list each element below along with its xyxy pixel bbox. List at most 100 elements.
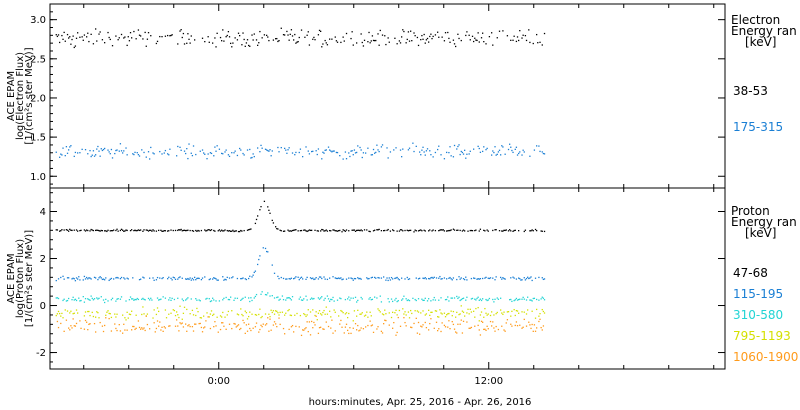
data-point [299,148,302,150]
data-point [298,151,300,154]
data-point [80,299,82,302]
data-point [168,276,170,278]
data-point [443,324,446,327]
data-point [258,258,260,261]
data-point [503,229,505,232]
data-point [434,151,437,154]
data-point [288,230,290,232]
data-point [225,328,227,330]
data-point [381,332,384,334]
data-point [291,324,294,327]
data-point [73,299,75,301]
data-point [376,144,378,146]
data-point [324,297,326,300]
data-point [352,297,354,299]
data-point [161,35,163,38]
data-point [99,276,101,278]
data-point [73,155,75,158]
data-point [191,326,194,328]
data-point [239,34,241,37]
data-point [144,31,146,34]
data-point [502,146,504,148]
data-point [194,323,196,325]
data-point [433,296,435,299]
data-point [298,279,300,281]
data-point [57,297,60,300]
data-point [174,314,177,317]
data-point [83,328,86,330]
data-point [244,278,246,280]
data-point [104,230,106,232]
data-point [189,325,191,328]
data-point [55,151,57,153]
data-point [277,228,279,230]
data-point [180,149,182,151]
data-point [383,229,385,232]
data-point [137,153,140,156]
data-point [223,325,225,327]
data-point [326,278,329,281]
data-point [475,229,477,231]
data-point [524,34,527,37]
data-point [264,293,267,296]
data-point [244,45,246,47]
data-point [486,325,488,327]
data-point [532,230,534,232]
data-point [452,323,455,326]
data-point [97,312,99,314]
data-point [388,324,390,326]
data-point [353,229,356,231]
data-point [91,297,93,300]
data-point [333,309,335,311]
data-point [84,230,87,232]
data-point [236,313,239,315]
data-point [506,319,509,321]
data-point [457,297,459,300]
data-point [110,230,113,232]
data-point [177,278,179,280]
data-point [307,31,309,33]
data-point [138,326,141,329]
data-point [462,311,465,313]
data-point [101,230,104,232]
data-point [199,322,201,325]
data-point [135,327,137,329]
data-point [72,277,74,279]
legend-entry: 795-1193 [733,329,791,343]
data-point [525,325,528,327]
data-point [97,298,99,300]
data-point [512,39,514,41]
data-point [341,326,343,328]
data-point [507,148,510,151]
data-point [344,230,347,232]
data-point [429,322,431,325]
data-point [510,39,512,42]
data-point [197,277,199,279]
data-point [116,298,118,300]
data-point [541,230,543,232]
data-point [475,307,477,310]
data-point [245,312,248,314]
data-point [404,311,406,313]
data-point [228,323,231,325]
data-point [467,230,469,232]
data-point [170,299,172,302]
data-point [142,328,144,330]
data-point [126,277,128,279]
data-point [367,147,369,149]
data-point [71,327,73,329]
data-point [223,40,225,42]
data-point [441,313,443,315]
data-point [74,298,77,300]
data-point [235,230,237,232]
data-point [171,34,173,36]
data-point [384,229,386,232]
data-point [341,278,343,281]
data-point [206,297,208,300]
data-point [194,276,196,279]
data-point [504,278,506,280]
data-point [489,314,492,317]
data-point [276,325,278,328]
data-point [132,153,134,155]
data-point [142,306,144,308]
